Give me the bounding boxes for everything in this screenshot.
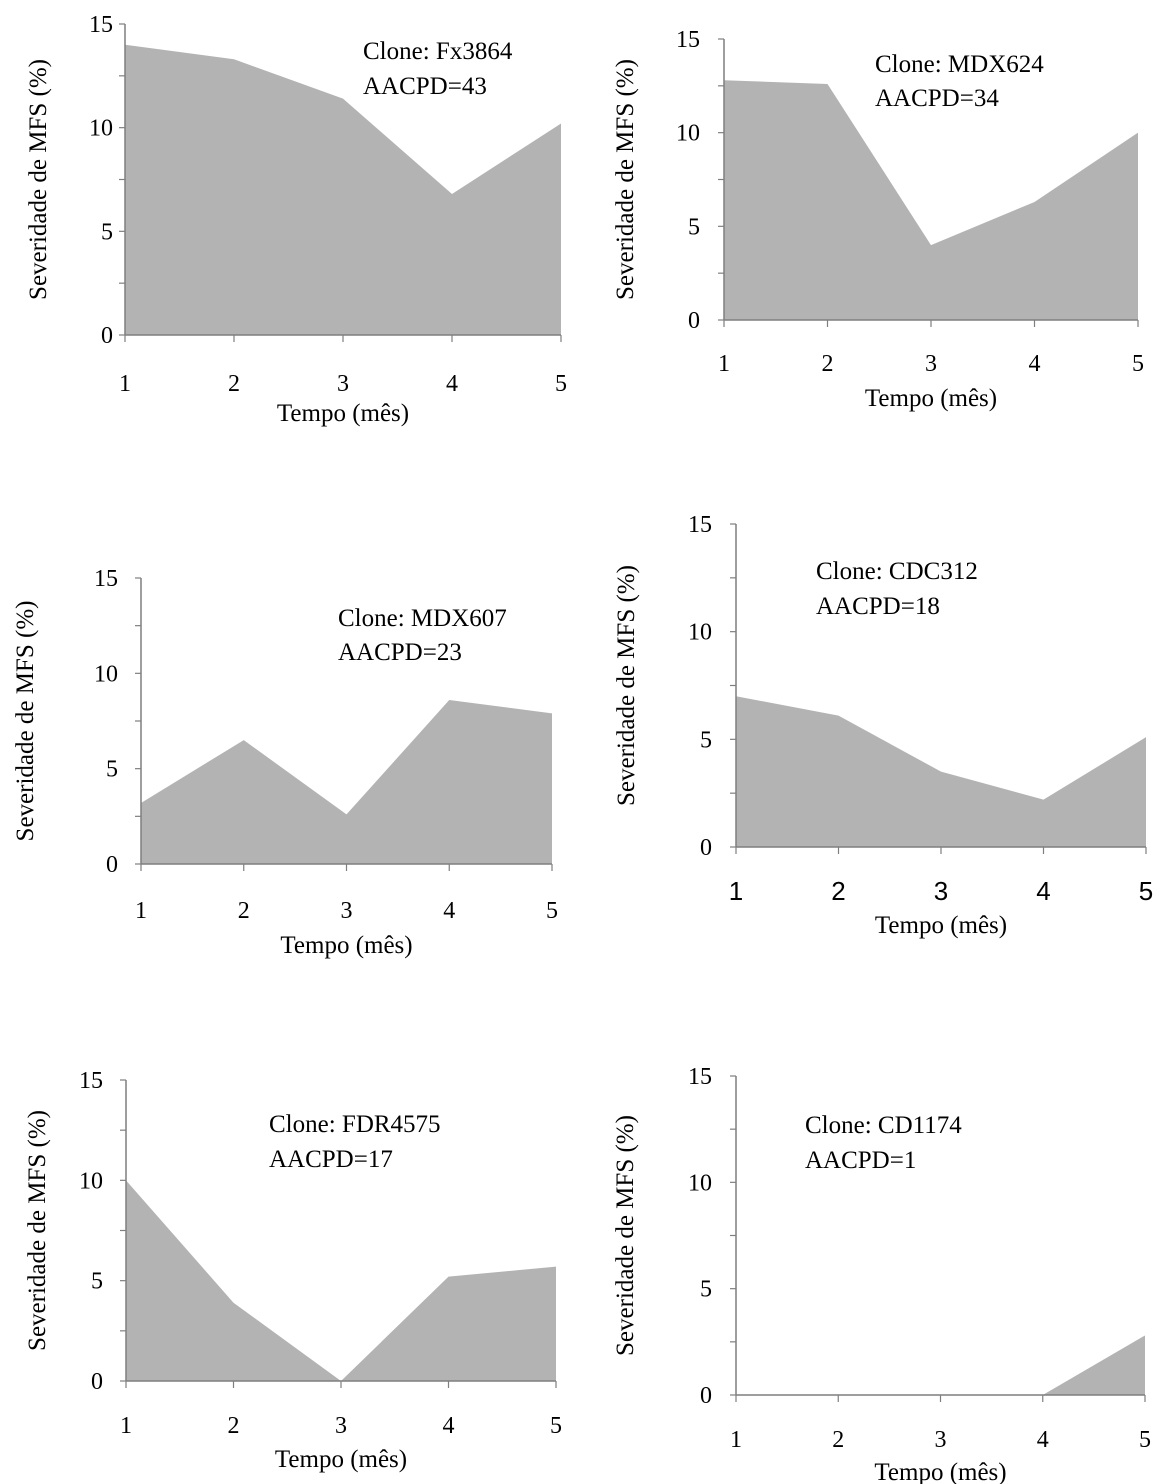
- chart-panel-6: 0 5 10 15 1 2 3 4 5 Tempo (mês) Severidade de MFS …: [612, 1064, 1151, 1484]
- y-tick-label: 0: [688, 308, 700, 334]
- y-tick-label: 10: [688, 1170, 712, 1196]
- clone-annotation: Clone: FDR4575: [269, 1111, 441, 1138]
- chart-panel-4: 0 5 10 15 1 2 3 4 5 Tempo (mês) Severidade de MFS …: [613, 512, 1153, 939]
- y-tick-label: 15: [79, 1068, 103, 1094]
- y-tick-label: 15: [688, 512, 712, 538]
- y-tick-label: 0: [101, 323, 113, 349]
- y-axis-label: Severidade de MFS (%): [612, 59, 639, 300]
- aacpd-annotation: AACPD=1: [805, 1147, 916, 1174]
- x-tick-label: 4: [443, 898, 455, 924]
- y-tick-label: 10: [676, 121, 700, 147]
- y-tick-label: 10: [94, 661, 118, 687]
- x-tick-label: 2: [832, 1427, 844, 1453]
- chart-panel-2: 0 5 10 15 1 2 3 4 5 Tempo (mês) Severidade de MFS …: [612, 27, 1144, 412]
- x-tick-label: 4: [443, 1413, 455, 1439]
- x-tick-label: 2: [228, 1413, 240, 1439]
- y-tick-label: 5: [700, 727, 712, 753]
- y-tick-label: 15: [89, 12, 113, 38]
- chart-panel-3: 0 5 10 15 1 2 3 4 5 Tempo (mês) Severidade de MFS …: [12, 566, 558, 959]
- x-axis-label: Tempo (mês): [277, 400, 409, 427]
- clone-annotation: Clone: MDX607: [338, 605, 507, 632]
- x-tick-label: 5: [550, 1413, 562, 1439]
- x-tick-label: 4: [1037, 1427, 1049, 1453]
- x-tick-label: 3: [934, 876, 948, 906]
- aacpd-annotation: AACPD=34: [875, 85, 999, 112]
- aacpd-annotation: AACPD=17: [269, 1146, 393, 1173]
- x-tick-label: 2: [228, 371, 240, 397]
- y-axis-label: Severidade de MFS (%): [612, 1115, 639, 1356]
- area-series: [141, 700, 552, 864]
- y-axis-label: Severidade de MFS (%): [25, 59, 52, 300]
- x-tick-label: 5: [1132, 351, 1144, 377]
- x-tick-label: 4: [446, 371, 458, 397]
- area-series: [736, 1335, 1145, 1395]
- x-tick-label: 1: [120, 1413, 132, 1439]
- chart-panel-1: 0 5 10 15 1 2 3 4 5 Tempo (mês) Severidade de MFS …: [25, 12, 567, 427]
- x-tick-label: 3: [925, 351, 937, 377]
- y-tick-label: 10: [79, 1168, 103, 1194]
- x-axis-label: Tempo (mês): [865, 385, 997, 412]
- x-tick-label: 3: [935, 1427, 947, 1453]
- y-tick-label: 0: [700, 835, 712, 861]
- x-tick-label: 1: [119, 371, 131, 397]
- x-tick-label: 3: [341, 898, 353, 924]
- x-axis-label: Tempo (mês): [275, 1446, 407, 1473]
- area-series: [724, 80, 1138, 320]
- x-tick-label: 1: [135, 898, 147, 924]
- area-series: [736, 696, 1146, 847]
- x-tick-label: 5: [546, 898, 558, 924]
- y-tick-label: 15: [676, 27, 700, 53]
- aacpd-annotation: AACPD=18: [816, 593, 940, 620]
- clone-annotation: Clone: Fx3864: [363, 38, 513, 65]
- y-tick-label: 5: [91, 1269, 103, 1295]
- x-tick-label: 2: [238, 898, 250, 924]
- area-series: [126, 1180, 556, 1381]
- y-axis-label: Severidade de MFS (%): [24, 1110, 51, 1351]
- chart-panel-5: 0 5 10 15 1 2 3 4 5 Tempo (mês) Severidade de MFS …: [24, 1068, 562, 1473]
- x-tick-label: 3: [335, 1413, 347, 1439]
- y-axis-label: Severidade de MFS (%): [613, 565, 640, 806]
- y-tick-label: 5: [106, 757, 118, 783]
- x-tick-label: 2: [822, 351, 834, 377]
- y-tick-label: 0: [106, 852, 118, 878]
- y-tick-label: 15: [94, 566, 118, 592]
- x-tick-label: 1: [718, 351, 730, 377]
- y-tick-label: 10: [89, 116, 113, 142]
- x-tick-label: 4: [1029, 351, 1041, 377]
- x-tick-label: 5: [555, 371, 567, 397]
- x-tick-label: 1: [729, 876, 743, 906]
- y-tick-label: 5: [700, 1277, 712, 1303]
- y-tick-label: 10: [688, 620, 712, 646]
- clone-annotation: Clone: CDC312: [816, 558, 978, 585]
- x-tick-label: 4: [1036, 876, 1050, 906]
- x-axis-label: Tempo (mês): [280, 932, 412, 959]
- x-tick-label: 5: [1139, 876, 1153, 906]
- y-tick-label: 0: [91, 1369, 103, 1395]
- aacpd-annotation: AACPD=43: [363, 73, 487, 100]
- x-tick-label: 2: [831, 876, 845, 906]
- area-series: [125, 44, 561, 335]
- y-tick-label: 15: [688, 1064, 712, 1090]
- y-axis-label: Severidade de MFS (%): [12, 601, 39, 842]
- clone-annotation: Clone: MDX624: [875, 51, 1044, 78]
- x-tick-label: 3: [337, 371, 349, 397]
- y-tick-label: 5: [688, 214, 700, 240]
- x-tick-label: 1: [730, 1427, 742, 1453]
- clone-annotation: Clone: CD1174: [805, 1112, 962, 1139]
- x-axis-label: Tempo (mês): [874, 1459, 1006, 1484]
- x-tick-label: 5: [1139, 1427, 1151, 1453]
- y-tick-label: 0: [700, 1383, 712, 1409]
- aacpd-annotation: AACPD=23: [338, 639, 462, 666]
- y-tick-label: 5: [101, 219, 113, 245]
- x-axis-label: Tempo (mês): [875, 912, 1007, 939]
